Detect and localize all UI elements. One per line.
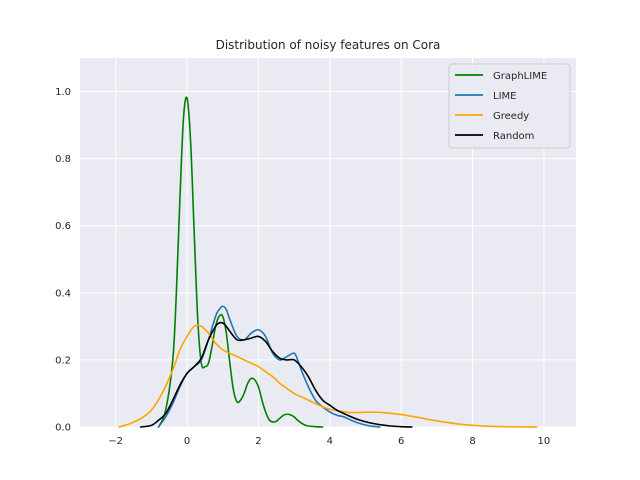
series-line-greedy: [118, 324, 538, 428]
series-line-graphlime: [157, 96, 324, 428]
legend-item-graphlime: GraphLIME: [455, 71, 547, 82]
x-tick-label: −2: [108, 436, 123, 447]
legend: GraphLIME LIME Greedy Random: [448, 63, 571, 149]
legend-item-random: Random: [455, 131, 534, 142]
legend-item-lime: LIME: [455, 91, 516, 102]
legend-label: Random: [493, 131, 534, 142]
y-tick-label: 0.8: [55, 154, 71, 165]
series-line-lime: [157, 305, 381, 428]
y-tick-label: 0.6: [55, 221, 71, 232]
y-tick-label: 0.2: [55, 355, 71, 366]
x-tick-label: 10: [538, 436, 551, 447]
x-tick-label: 2: [255, 436, 261, 447]
x-tick-label: 0: [184, 436, 190, 447]
x-tick-label: 8: [469, 436, 475, 447]
y-tick-label: 0.4: [55, 288, 71, 299]
chart-title: Distribution of noisy features on Cora: [216, 38, 441, 52]
series-line-random: [139, 321, 413, 428]
x-tick-label: 4: [327, 436, 333, 447]
legend-item-greedy: Greedy: [455, 111, 529, 122]
legend-label: Greedy: [493, 111, 529, 122]
legend-box: [448, 63, 571, 149]
y-tick-label: 0.0: [55, 423, 71, 434]
legend-label: GraphLIME: [493, 71, 547, 82]
legend-label: LIME: [493, 91, 516, 102]
x-tick-label: 6: [398, 436, 404, 447]
series-lines: [118, 96, 538, 428]
axis-ticks: −2 0 2 4 6 8 10 0.0 0.2 0.4 0.6 0.8 1.0: [55, 87, 550, 447]
y-tick-label: 1.0: [55, 87, 71, 98]
